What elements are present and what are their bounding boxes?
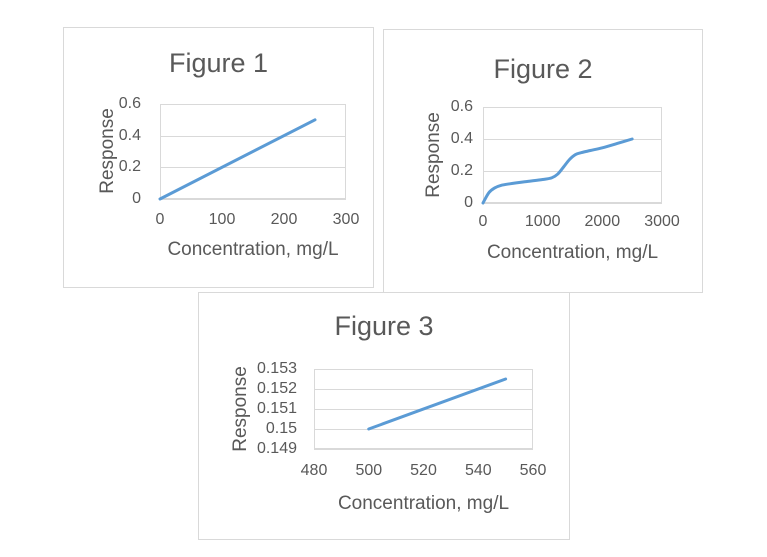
chart-title: Figure 1	[168, 48, 269, 78]
x-tick-label: 540	[464, 462, 492, 479]
x-tick-label: 0	[155, 211, 165, 228]
plot-border	[314, 369, 533, 449]
figure-1-chart: Figure 1 Response 0 0.2 0.4 0.6 0 100 200 300 …	[63, 27, 374, 288]
y-tick-labels: 0 0.2 0.4 0.6	[64, 95, 141, 207]
y-tick-label: 0.4	[118, 126, 141, 144]
x-tick-label: 0	[478, 213, 488, 230]
x-axis-title: Concentration, mg/L	[486, 242, 659, 263]
y-tick-label: 0.6	[118, 95, 141, 112]
y-tick-label: 0.6	[450, 98, 473, 115]
x-tick-label: 100	[208, 211, 236, 228]
y-tick-label: 0.2	[118, 158, 141, 176]
y-tick-label: 0	[132, 190, 141, 207]
x-tick-label: 520	[410, 462, 437, 479]
x-tick-label: 3000	[644, 213, 680, 230]
x-tick-label: 480	[300, 462, 328, 479]
x-tick-label: 500	[355, 462, 383, 479]
y-tick-labels: 0.149 0.15 0.151 0.152 0.153	[199, 360, 297, 457]
plot-border	[483, 107, 662, 203]
plot-area	[158, 104, 346, 201]
y-tick-label: 0.152	[256, 380, 297, 397]
series-line-response	[158, 118, 317, 201]
figure-2-chart: Figure 2 Response 0 0.2 0.4 0.6 0 1000 2000 30…	[383, 29, 703, 293]
series-line-response	[481, 137, 634, 205]
y-tick-labels: 0 0.2 0.4 0.6	[384, 98, 473, 211]
plot-area	[314, 369, 533, 450]
y-tick-label: 0.4	[450, 130, 473, 147]
x-tick-label: 200	[270, 211, 298, 228]
y-tick-label: 0.2	[450, 162, 473, 179]
x-tick-label: 2000	[584, 213, 621, 230]
y-tick-label: 0.151	[256, 400, 297, 417]
x-tick-label: 1000	[524, 213, 561, 230]
figure-3-chart: Figure 3 Response 0.149 0.15 0.151 0.152 0.1…	[198, 292, 570, 540]
chart-title: Figure 3	[334, 311, 434, 341]
y-tick-label: 0	[464, 194, 473, 211]
plot-border	[160, 104, 346, 199]
x-axis-title: Concentration, mg/L	[167, 239, 339, 260]
y-tick-label: 0.153	[256, 360, 297, 377]
x-axis-title: Concentration, mg/L	[337, 493, 510, 514]
y-tick-label: 0.149	[256, 440, 297, 457]
chart-title: Figure 2	[493, 54, 593, 84]
plot-area	[481, 107, 662, 205]
y-tick-label: 0.15	[265, 420, 297, 437]
series-line-response	[367, 377, 508, 431]
x-tick-label: 300	[332, 211, 360, 228]
x-tick-label: 560	[519, 462, 547, 479]
